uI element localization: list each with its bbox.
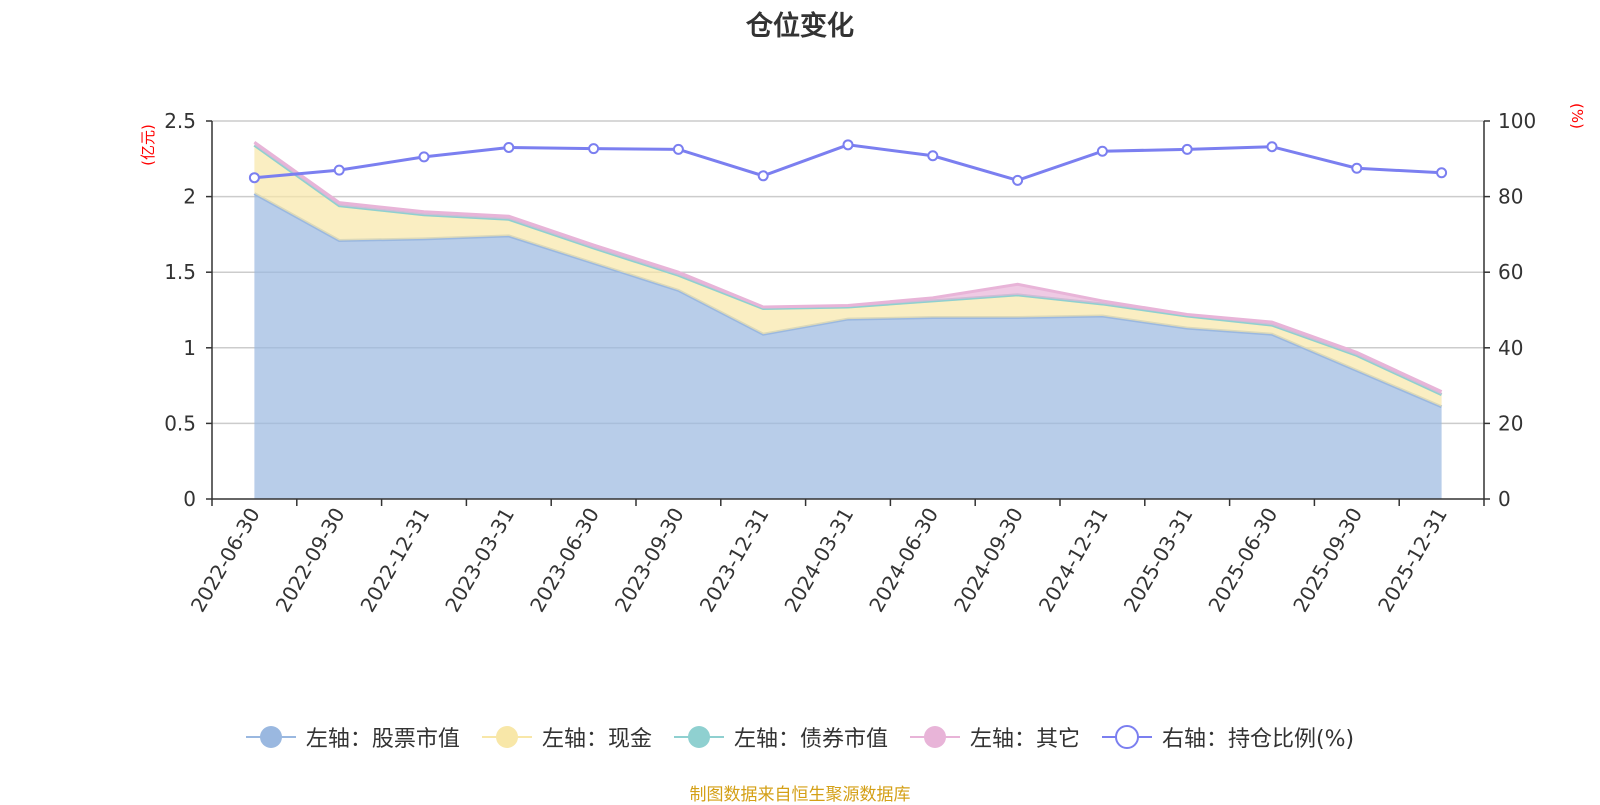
right-axis-tick-label: 80 bbox=[1498, 185, 1523, 209]
left-axis-tick-label: 0 bbox=[183, 487, 196, 511]
ratio-line-layer bbox=[248, 139, 1448, 186]
ratio-point[interactable] bbox=[248, 172, 260, 184]
legend-label: 右轴：持仓比例(%) bbox=[1161, 727, 1355, 752]
ratio-point[interactable] bbox=[588, 143, 600, 155]
legend-label: 左轴：现金 bbox=[541, 727, 652, 752]
source-note: 制图数据来自恒生聚源数据库 bbox=[689, 785, 911, 805]
legend: 左轴：股票市值 左轴：现金 左轴：债券市值 左轴：其它 右轴：持仓比例(%) bbox=[0, 720, 1600, 754]
ratio-point[interactable] bbox=[1266, 141, 1278, 153]
ratio-point[interactable] bbox=[1436, 167, 1448, 179]
left-axis-tick-label: 1.5 bbox=[164, 260, 196, 284]
legend-item-ratio[interactable]: 右轴：持仓比例(%) bbox=[1101, 721, 1355, 753]
right-axis-tick-label: 60 bbox=[1498, 260, 1523, 284]
x-axis-tick-label: 2022-09-30 bbox=[271, 504, 350, 617]
ratio-point[interactable] bbox=[1012, 174, 1024, 186]
left-axis-tick-label: 0.5 bbox=[164, 411, 196, 435]
right-axis-tick-label: 40 bbox=[1498, 336, 1523, 360]
x-axis-tick-label: 2024-06-30 bbox=[864, 504, 943, 617]
right-axis-tick-label: 20 bbox=[1498, 411, 1523, 435]
legend-item-stock[interactable]: 左轴：股票市值 bbox=[245, 721, 460, 753]
area-edge-左轴：其它 bbox=[253, 140, 1443, 394]
ratio-point[interactable] bbox=[927, 150, 939, 162]
left-axis-tick-label: 1 bbox=[183, 336, 196, 360]
legend-item-other[interactable]: 左轴：其它 bbox=[909, 721, 1080, 753]
hollow-circle-marker-icon bbox=[1101, 725, 1152, 749]
ratio-point[interactable] bbox=[333, 164, 345, 176]
x-axis-tick-label: 2025-09-30 bbox=[1288, 504, 1367, 617]
ratio-point[interactable] bbox=[672, 143, 684, 155]
legend-label: 左轴：其它 bbox=[969, 727, 1080, 752]
x-axis-tick-label: 2024-09-30 bbox=[949, 504, 1028, 617]
circle-marker-icon bbox=[909, 726, 960, 748]
ratio-point[interactable] bbox=[1096, 145, 1108, 157]
x-axis-tick-label: 2023-09-30 bbox=[610, 504, 689, 617]
circle-marker-icon bbox=[245, 726, 296, 748]
right-axis-tick-label: 0 bbox=[1498, 487, 1511, 511]
left-axis-tick-label: 2.5 bbox=[164, 109, 196, 133]
area-左轴：股票市值 bbox=[254, 193, 1442, 500]
x-axis-tick-label: 2024-03-31 bbox=[779, 504, 858, 617]
left-axis-unit: (亿元) bbox=[139, 124, 157, 166]
legend-item-cash[interactable]: 左轴：现金 bbox=[481, 721, 652, 753]
x-axis-tick-label: 2023-03-31 bbox=[440, 504, 519, 617]
x-axis-tick-label: 2024-12-31 bbox=[1034, 504, 1113, 617]
ratio-point[interactable] bbox=[757, 170, 769, 182]
ratio-point[interactable] bbox=[503, 141, 515, 153]
x-axis-tick-label: 2023-06-30 bbox=[525, 504, 604, 617]
x-axis-tick-label: 2022-06-30 bbox=[186, 504, 265, 617]
legend-label: 左轴：股票市值 bbox=[305, 727, 460, 752]
stacked-areas bbox=[253, 140, 1443, 500]
ratio-point[interactable] bbox=[1181, 143, 1193, 155]
left-axis-tick-label: 2 bbox=[183, 185, 196, 209]
x-axis-tick-label: 2023-12-31 bbox=[695, 504, 774, 617]
circle-marker-icon bbox=[481, 726, 532, 748]
ratio-point[interactable] bbox=[1351, 162, 1363, 174]
x-axis-tick-label: 2025-12-31 bbox=[1373, 504, 1452, 617]
legend-label: 左轴：债券市值 bbox=[733, 727, 888, 752]
chart-title: 仓位变化 bbox=[746, 11, 854, 42]
legend-item-bond[interactable]: 左轴：债券市值 bbox=[673, 721, 888, 753]
circle-marker-icon bbox=[673, 726, 724, 748]
chart-canvas: 0 0.5 1 1.5 2 2.5 0 20 40 60 80 100 2022-06-30 2022-0… bbox=[139, 103, 1586, 617]
right-axis-unit: (%) bbox=[1568, 103, 1586, 129]
x-axis-tick-label: 2025-03-31 bbox=[1119, 504, 1198, 617]
right-axis-tick-label: 100 bbox=[1498, 109, 1536, 133]
ratio-point[interactable] bbox=[418, 151, 430, 163]
x-axis-tick-label: 2022-12-31 bbox=[355, 504, 434, 617]
x-axis-tick-label: 2025-06-30 bbox=[1203, 504, 1282, 617]
ratio-point[interactable] bbox=[842, 139, 854, 151]
